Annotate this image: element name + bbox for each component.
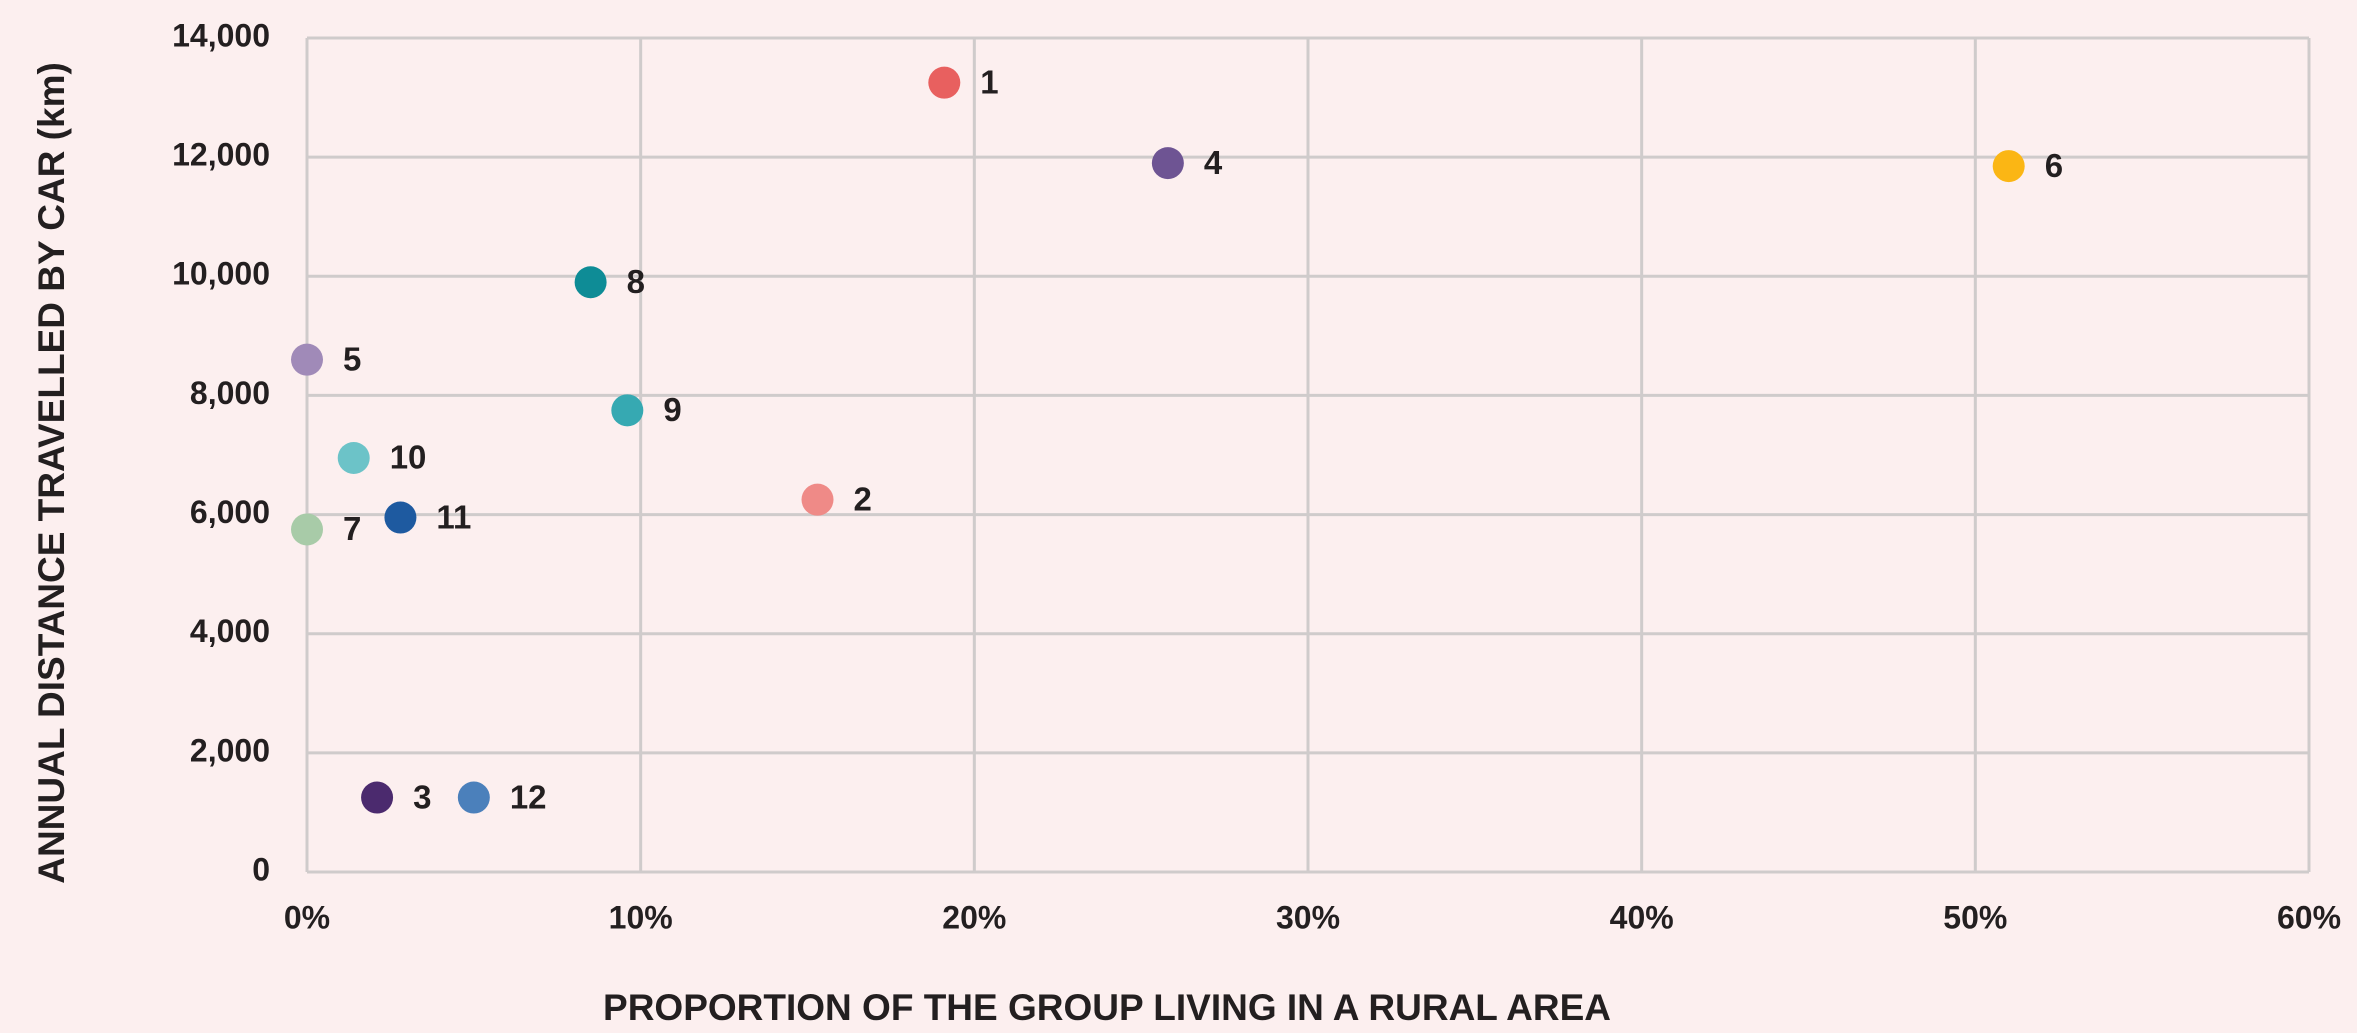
y-tick-label: 4,000 bbox=[190, 613, 270, 649]
x-tick-label: 0% bbox=[284, 899, 330, 935]
y-axis-title: ANNUAL DISTANCE TRAVELLED BY CAR (km) bbox=[31, 62, 72, 884]
point-label: 3 bbox=[413, 778, 431, 815]
point bbox=[801, 483, 834, 516]
point-label: 1 bbox=[980, 63, 998, 100]
point bbox=[457, 781, 490, 814]
point bbox=[574, 266, 607, 299]
y-tick-label: 14,000 bbox=[172, 17, 270, 53]
point-label: 11 bbox=[436, 498, 471, 535]
y-tick-label: 12,000 bbox=[172, 137, 270, 173]
x-tick-label: 60% bbox=[2277, 899, 2341, 935]
y-tick-label: 8,000 bbox=[190, 375, 270, 411]
point bbox=[291, 513, 323, 546]
x-tick-label: 10% bbox=[609, 899, 673, 935]
point bbox=[1992, 150, 2025, 183]
point bbox=[361, 781, 394, 814]
point-label: 2 bbox=[854, 480, 872, 517]
x-tick-label: 50% bbox=[1943, 899, 2007, 935]
point-label: 4 bbox=[1204, 144, 1223, 181]
point-label: 6 bbox=[2045, 147, 2063, 184]
point bbox=[291, 343, 323, 376]
point bbox=[928, 66, 961, 99]
point-label: 10 bbox=[390, 439, 427, 476]
point bbox=[384, 501, 417, 534]
point-label: 12 bbox=[510, 778, 547, 815]
y-tick-label: 0 bbox=[252, 851, 270, 887]
point bbox=[1151, 147, 1184, 180]
point-label: 9 bbox=[663, 391, 681, 428]
x-tick-label: 30% bbox=[1276, 899, 1340, 935]
x-axis-title: PROPORTION OF THE GROUP LIVING IN A RURA… bbox=[603, 987, 1611, 1028]
y-tick-label: 2,000 bbox=[190, 732, 270, 768]
point bbox=[337, 441, 370, 474]
y-tick-label: 6,000 bbox=[190, 494, 270, 530]
point-label: 8 bbox=[627, 263, 645, 300]
x-tick-label: 20% bbox=[942, 899, 1006, 935]
point bbox=[611, 394, 644, 427]
x-tick-label: 40% bbox=[1610, 899, 1674, 935]
point-label: 7 bbox=[343, 510, 361, 547]
point-label: 5 bbox=[343, 340, 361, 377]
y-tick-label: 10,000 bbox=[172, 256, 270, 292]
